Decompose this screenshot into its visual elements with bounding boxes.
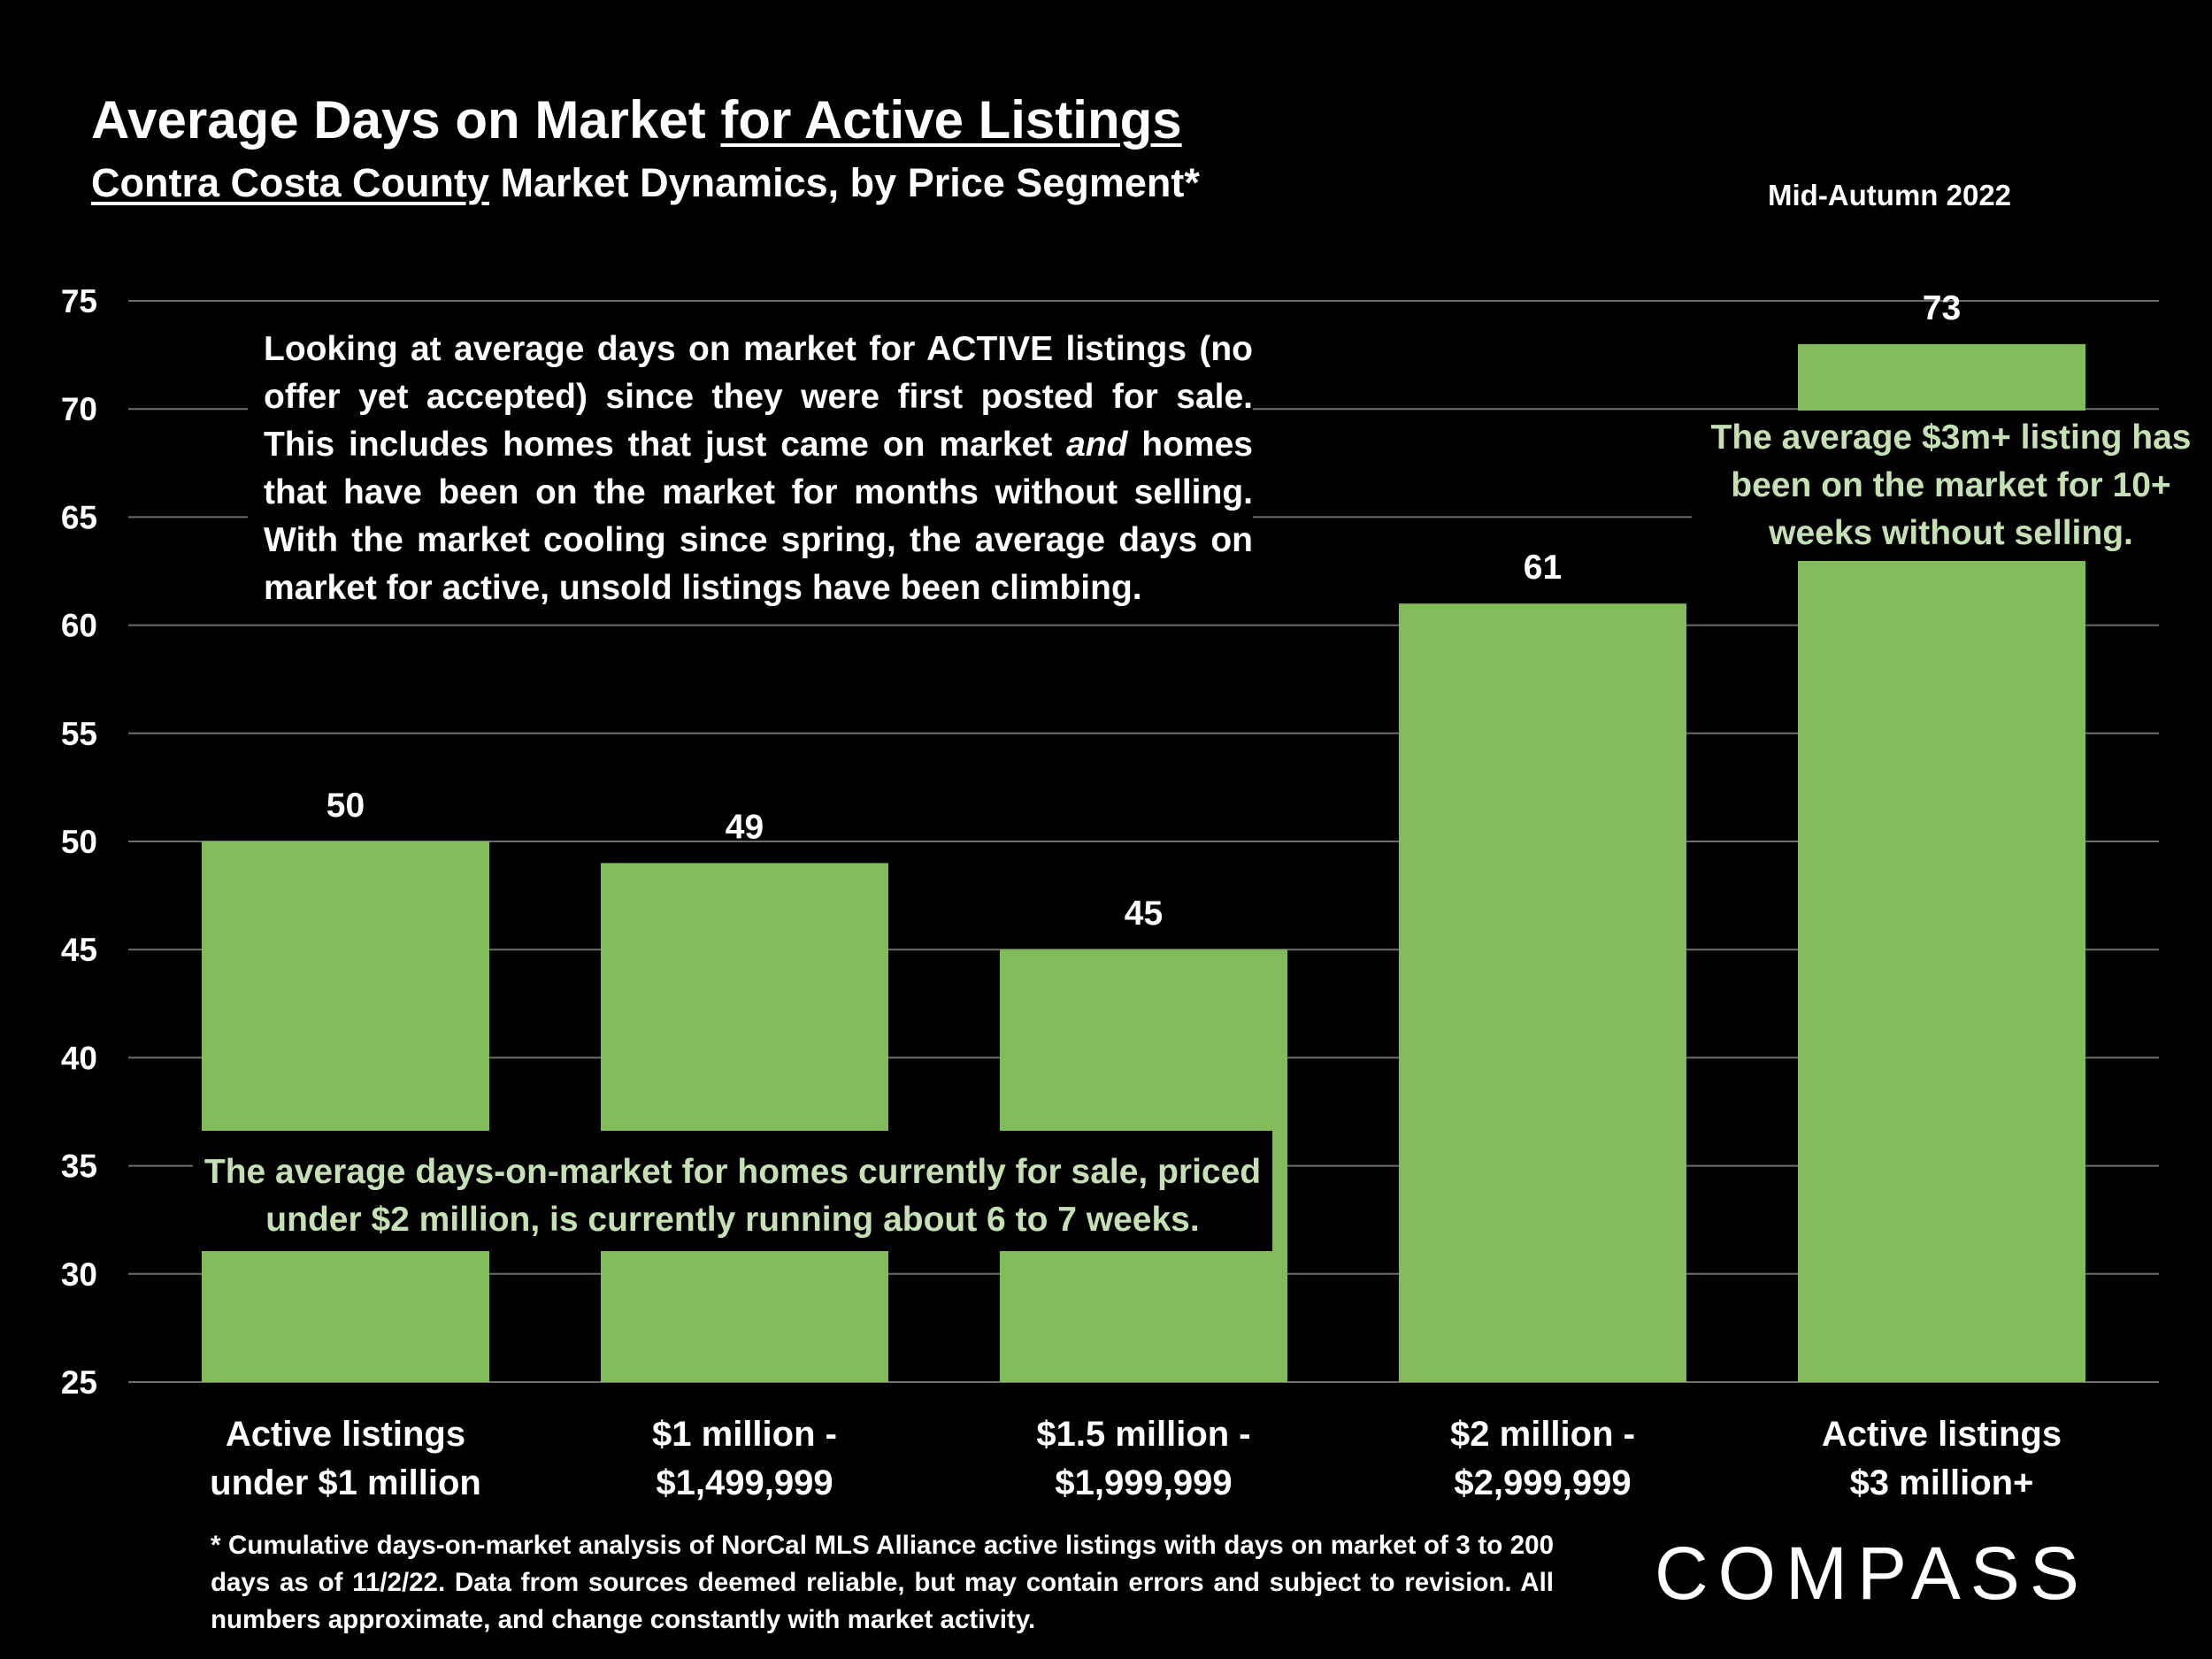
x-tick-label: $1.5 million - xyxy=(1036,1415,1250,1454)
y-tick-label: 40 xyxy=(61,1040,97,1076)
annotation-3m-listing-text: The average $3m+ listing has been on the… xyxy=(1710,419,2192,552)
bar xyxy=(601,863,888,1382)
y-tick-label: 25 xyxy=(61,1364,97,1401)
subtitle-underlined-text: Contra Costa County xyxy=(91,160,489,205)
x-tick-label: $2 million - xyxy=(1450,1415,1635,1454)
y-tick-label: 75 xyxy=(61,283,97,319)
x-tick-label: $2,999,999 xyxy=(1454,1463,1631,1502)
bar xyxy=(1399,603,1686,1382)
x-tick-label: under $1 million xyxy=(210,1463,481,1502)
y-tick-label: 50 xyxy=(61,824,97,860)
date-label: Mid-Autumn 2022 xyxy=(1768,179,2012,211)
x-tick-label: Active listings xyxy=(226,1415,465,1454)
data-label: 49 xyxy=(726,808,764,846)
y-tick-label: 70 xyxy=(61,391,97,427)
y-tick-label: 45 xyxy=(61,932,97,968)
x-tick-label: Active listings xyxy=(1822,1415,2062,1454)
y-tick-label: 35 xyxy=(61,1148,97,1185)
y-tick-label: 60 xyxy=(61,608,97,644)
bar xyxy=(202,841,489,1382)
x-tick-label: $1,999,999 xyxy=(1055,1463,1232,1502)
y-tick-label: 65 xyxy=(61,499,97,535)
compass-logo: COMPASS xyxy=(1655,1532,2089,1615)
x-tick-label: $3 million+ xyxy=(1850,1463,2034,1502)
annotation-3m-listing: The average $3m+ listing has been on the… xyxy=(1692,411,2210,561)
y-tick-label: 55 xyxy=(61,716,97,752)
footnote: * Cumulative days-on-market analysis of … xyxy=(211,1531,1554,1634)
data-label: 50 xyxy=(326,787,365,825)
subtitle-text: Market Dynamics, by Price Segment* xyxy=(489,160,1200,205)
title-underlined-text: for Active Listings xyxy=(720,90,1182,150)
x-tick-label: $1 million - xyxy=(652,1415,837,1454)
annotation-active-listings: Looking at average days on market for AC… xyxy=(248,326,1253,612)
data-label: 61 xyxy=(1524,549,1562,587)
annotation-active-listings-text: Looking at average days on market for AC… xyxy=(264,330,1253,607)
bar-chart: 25 30 35 40 45 50 55 60 65 70 75 50 Active listings u… xyxy=(61,283,2159,1502)
data-label: 73 xyxy=(1923,289,1961,327)
data-label: 45 xyxy=(1125,895,1163,933)
y-tick-label: 30 xyxy=(61,1256,97,1293)
chart-title: Average Days on Market for Active Listin… xyxy=(91,88,1182,152)
annotation-under-2m-text: The average days-on-market for homes cur… xyxy=(204,1153,1262,1239)
annotation-under-2m: The average days-on-market for homes cur… xyxy=(193,1131,1272,1251)
chart-subtitle: Contra Costa County Market Dynamics, by … xyxy=(91,159,1200,207)
x-tick-label: $1,499,999 xyxy=(656,1463,833,1502)
title-text: Average Days on Market xyxy=(91,90,721,150)
